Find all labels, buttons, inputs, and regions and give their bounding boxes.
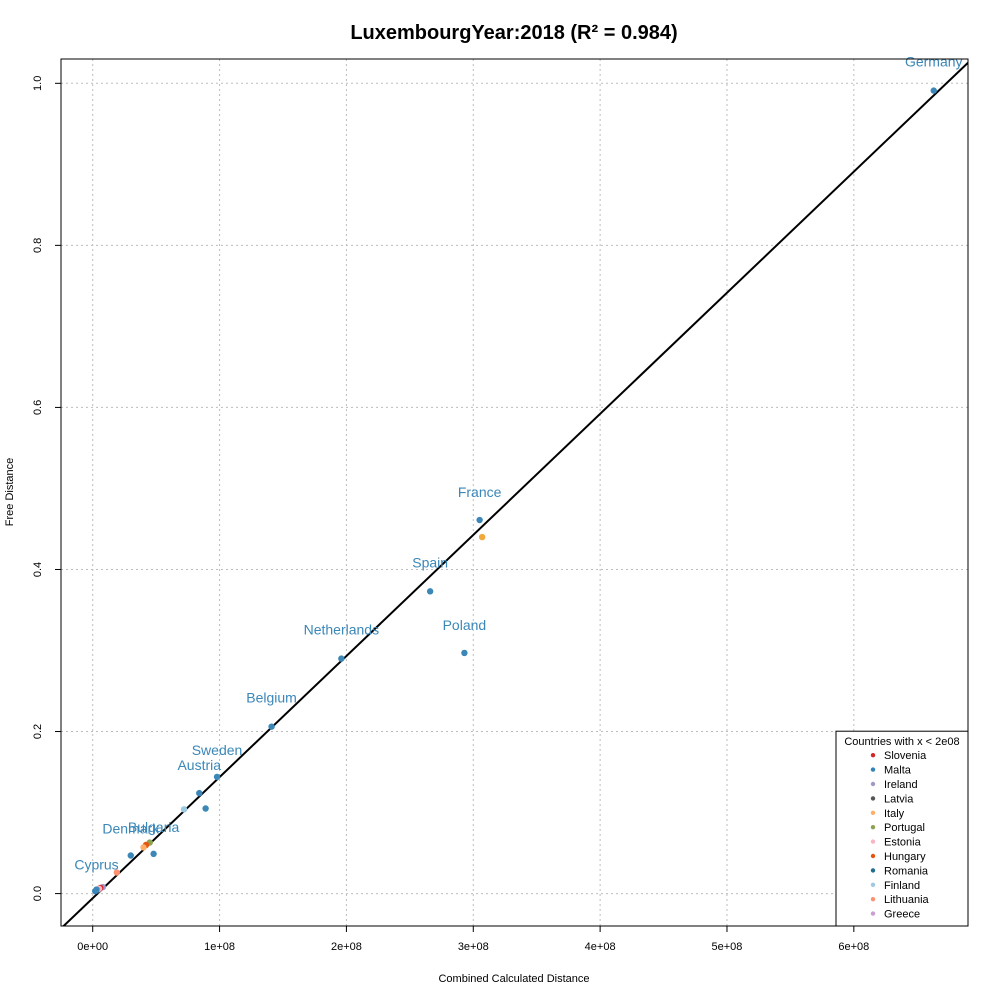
data-point (478, 533, 486, 541)
x-tick-label: 0e+00 (77, 941, 108, 953)
data-point-poland (461, 649, 468, 657)
x-axis-label: Combined Calculated Distance (438, 973, 589, 985)
y-axis-label: Free Distance (4, 458, 16, 526)
point-label-cyprus: Cyprus (74, 857, 118, 873)
point-labels-layer: Germany France Spain Poland Netherlands Belgi… (74, 54, 962, 873)
legend-marker-ireland (870, 781, 876, 787)
legend-label-greece: Greece (884, 909, 920, 921)
x-tick-label: 5e+08 (712, 941, 743, 953)
legend-label-romania: Romania (884, 865, 929, 877)
plot-frame (60, 58, 969, 927)
point-label-bulgaria: Bulgaria (128, 819, 180, 835)
point-label-france: France (458, 484, 502, 500)
data-point-spain (426, 588, 434, 595)
point-label-netherlands: Netherlands (304, 622, 380, 638)
legend-box (835, 730, 969, 927)
point-label-spain: Spain (412, 554, 448, 570)
data-point-denmark (127, 852, 134, 859)
legend-marker-portugal (870, 825, 876, 830)
legend-marker-hungary (870, 853, 876, 859)
point-label-belgium: Belgium (246, 690, 297, 706)
data-point-germany (930, 87, 937, 94)
chart-title: LuxembourgYear:2018 (R² = 0.984) (350, 22, 677, 44)
legend-label-slovenia: Slovenia (884, 750, 927, 762)
point-label-sweden: Sweden (192, 742, 243, 758)
x-tick-label: 4e+08 (585, 941, 616, 953)
y-tick-label: 0.2 (32, 724, 44, 739)
data-point-austria (196, 789, 203, 797)
legend-marker-finland (870, 882, 876, 887)
legend-marker-estonia (870, 839, 876, 844)
data-point-netherlands (338, 655, 345, 662)
legend-label-latvia: Latvia (884, 793, 914, 805)
regression-line (62, 61, 968, 926)
point-label-germany: Germany (905, 54, 963, 70)
y-tick-label: 0.0 (32, 886, 44, 901)
y-tick-label: 0.8 (32, 238, 44, 253)
legend-label-hungary: Hungary (884, 851, 926, 863)
data-point (202, 805, 209, 812)
legend-marker-latvia (870, 796, 876, 801)
data-point (140, 844, 147, 851)
legend-label-finland: Finland (884, 880, 920, 892)
legend-title: Countries with x < 2e08 (844, 736, 959, 748)
y-tick-label: 0.6 (32, 400, 44, 415)
data-point-sweden (213, 773, 221, 781)
legend-marker-greece (870, 911, 876, 916)
legend-label-ireland: Ireland (884, 779, 918, 791)
x-tick-label: 6e+08 (838, 941, 869, 953)
legend-marker-italy (870, 810, 876, 815)
data-point-france (476, 516, 483, 524)
axes-layer: 0e+00 1e+08 2e+08 3e+08 4e+08 5e+08 6e+08 0.0 0.… (32, 58, 969, 953)
data-point-belgium (268, 723, 275, 730)
x-tick-label: 3e+08 (458, 941, 489, 953)
data-point-cyprus (93, 886, 100, 893)
data-point-bulgaria (150, 850, 157, 858)
legend-label-italy: Italy (884, 808, 905, 820)
y-tick-label: 0.4 (32, 562, 44, 577)
y-tick-label: 1.0 (32, 76, 44, 91)
grid-layer (61, 59, 968, 926)
point-label-poland: Poland (443, 617, 487, 633)
legend-label-malta: Malta (884, 765, 912, 777)
legend-label-estonia: Estonia (884, 837, 922, 849)
x-tick-label: 2e+08 (331, 941, 362, 953)
point-label-denmark: Denmark (102, 821, 160, 837)
legend-label-portugal: Portugal (884, 822, 925, 834)
legend-marker-malta (870, 767, 876, 772)
points-layer (92, 87, 937, 895)
legend-marker-lithuania (870, 897, 876, 902)
data-point (180, 806, 188, 813)
legend-label-lithuania: Lithuania (884, 894, 930, 906)
legend: Countries with x < 2e08 Slovenia Malta Irel… (835, 730, 969, 927)
legend-marker-slovenia (870, 753, 876, 758)
point-label-austria: Austria (177, 757, 221, 773)
data-point (113, 869, 121, 876)
legend-marker-romania (870, 868, 876, 873)
regression-line-layer (62, 61, 968, 926)
x-tick-label: 1e+08 (204, 941, 235, 953)
